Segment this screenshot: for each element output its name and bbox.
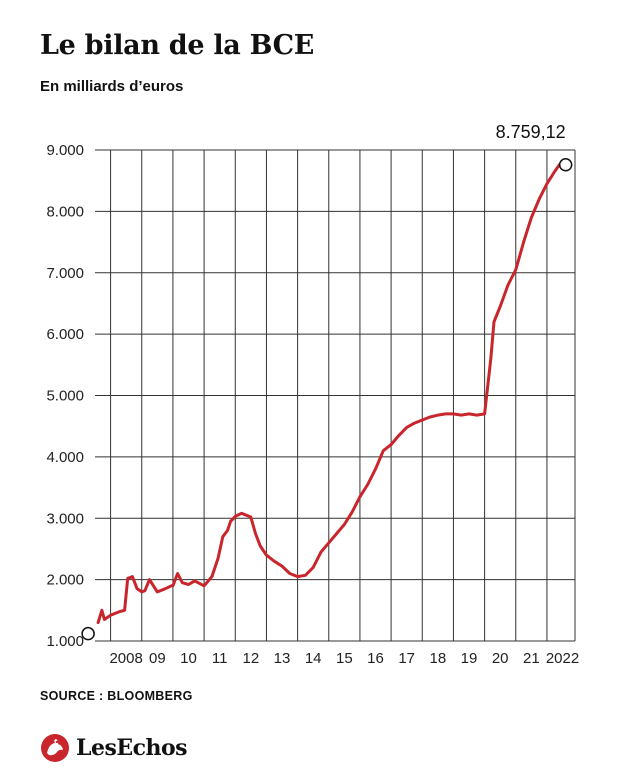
rooster-icon xyxy=(41,734,69,762)
y-tick-label: 1.000 xyxy=(46,633,84,650)
y-tick-label: 9.000 xyxy=(46,142,84,159)
x-tick-label: 16 xyxy=(367,650,384,667)
chart-title: Le bilan de la BCE xyxy=(40,30,315,61)
x-tick-label: 21 xyxy=(523,650,540,667)
source-note: SOURCE : BLOOMBERG xyxy=(40,689,193,703)
x-tick-label: 09 xyxy=(149,650,166,667)
end-value-label: 8.759,12 xyxy=(496,122,566,142)
brand-logo: LesEchos xyxy=(40,733,188,763)
x-tick-label: 2022 xyxy=(546,650,579,667)
x-tick-label: 15 xyxy=(336,650,353,667)
x-tick-label: 18 xyxy=(430,650,447,667)
ecb-balance-chart: 1.000 2.000 3.000 4.000 5.000 6.000 7.000 8.000… xyxy=(46,122,579,667)
series-line xyxy=(96,163,568,625)
y-tick-label: 7.000 xyxy=(46,265,84,282)
brand-name: LesEchos xyxy=(76,735,188,761)
x-tick-label: 17 xyxy=(398,650,415,667)
x-tick-label: 19 xyxy=(461,650,478,667)
x-tick-label: 13 xyxy=(274,650,291,667)
chart-subtitle: En milliards d’euros xyxy=(40,78,184,95)
x-tick-label: 2008 xyxy=(109,650,142,667)
start-point-marker xyxy=(81,626,95,641)
y-tick-label: 3.000 xyxy=(46,510,84,527)
y-tick-label: 6.000 xyxy=(46,326,84,343)
x-tick-label: 11 xyxy=(212,650,228,667)
y-tick-label: 4.000 xyxy=(46,449,84,466)
end-point-marker xyxy=(558,158,573,172)
y-tick-label: 5.000 xyxy=(46,388,84,405)
x-tick-label: 10 xyxy=(180,650,197,667)
x-tick-label: 14 xyxy=(305,650,322,667)
y-tick-label: 2.000 xyxy=(46,572,84,589)
x-tick-label: 20 xyxy=(492,650,509,667)
x-tick-label: 12 xyxy=(243,650,260,667)
y-tick-label: 8.000 xyxy=(46,203,84,220)
